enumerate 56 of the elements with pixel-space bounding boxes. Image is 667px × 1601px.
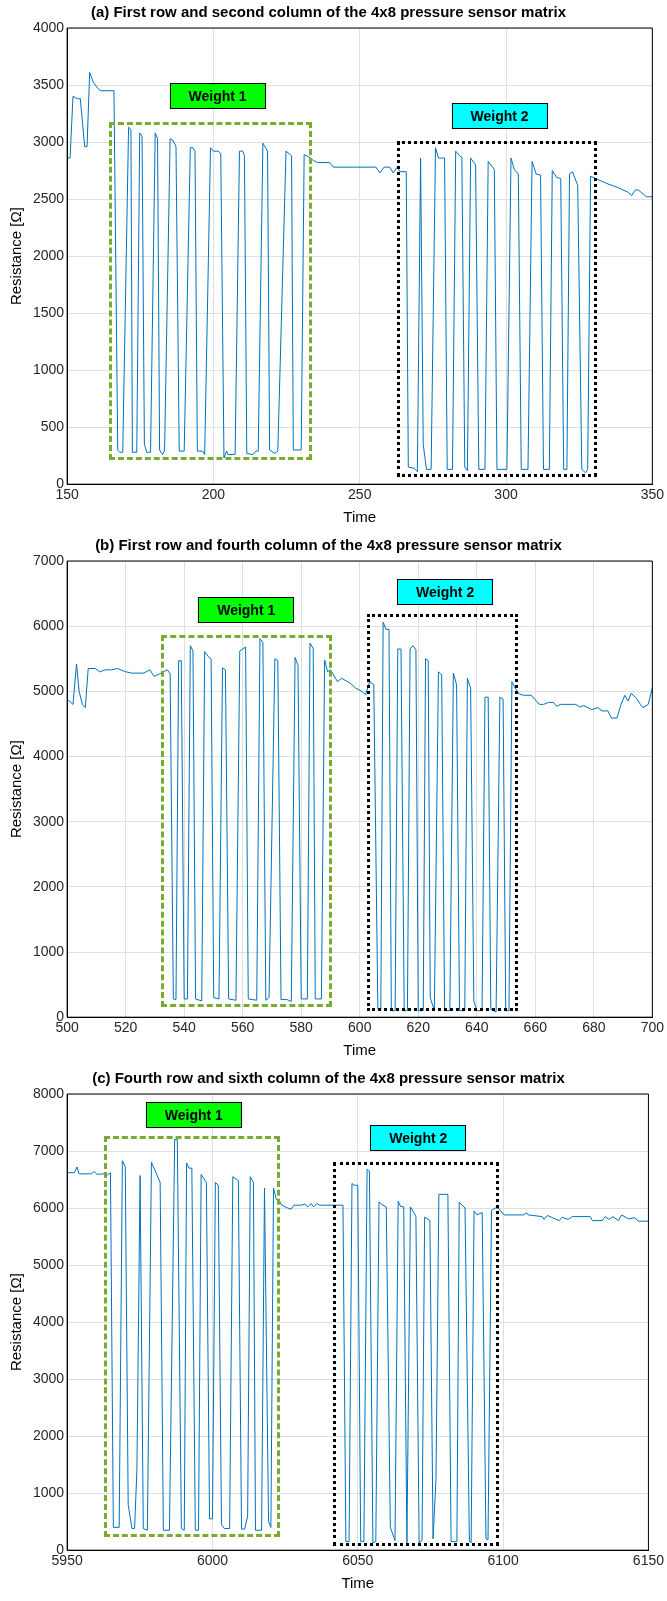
x-tick-label: 540 bbox=[172, 1019, 197, 1036]
y-tick-label: 8000 bbox=[32, 1084, 65, 1101]
x-tick-label: 620 bbox=[406, 1019, 431, 1036]
y-axis-title: Resistance [Ω] bbox=[7, 740, 25, 839]
x-tick-label: 700 bbox=[640, 1019, 665, 1036]
y-tick-label: 500 bbox=[40, 418, 65, 435]
y-tick-label: 6000 bbox=[32, 1198, 65, 1215]
y-tick-label: 1500 bbox=[32, 303, 65, 320]
y-tick-label: 4000 bbox=[32, 18, 65, 35]
annotation: Weight 1 bbox=[145, 1101, 242, 1128]
x-tick-label: 6050 bbox=[342, 1552, 374, 1569]
y-tick-label: 4000 bbox=[32, 1312, 65, 1329]
x-axis-title: Time bbox=[341, 1574, 375, 1592]
x-tick-label: 300 bbox=[494, 486, 518, 503]
y-tick-label: 1000 bbox=[32, 361, 65, 378]
y-tick-label: 3000 bbox=[32, 132, 65, 149]
x-tick-label: 640 bbox=[465, 1019, 489, 1036]
x-tick-label: 600 bbox=[348, 1019, 372, 1036]
y-tick-label: 1000 bbox=[32, 942, 65, 959]
chart-title: (b) First row and fourth column of the 4x8 pressure sensor matrix bbox=[95, 536, 563, 554]
x-tick-label: 6150 bbox=[632, 1552, 665, 1569]
chart-title: (a) First row and second column of the 4x8 pressure sensor matrix bbox=[90, 3, 567, 21]
x-tick-label: 520 bbox=[113, 1019, 138, 1036]
y-tick-label: 2000 bbox=[32, 1427, 65, 1444]
y-tick-label: 2000 bbox=[32, 877, 65, 894]
y-tick-label: 7000 bbox=[32, 551, 65, 568]
x-tick-label: 680 bbox=[582, 1019, 606, 1036]
chart-title: (c) Fourth row and sixth column of the 4x8 pressure sensor matrix bbox=[92, 1069, 566, 1087]
y-tick-label: 3000 bbox=[32, 1369, 65, 1386]
y-tick-label: 4000 bbox=[32, 747, 65, 764]
x-tick-label: 250 bbox=[348, 486, 372, 503]
annotation: Weight 1 bbox=[198, 596, 295, 623]
y-tick-label: 3000 bbox=[32, 812, 65, 829]
y-tick-label: 2500 bbox=[32, 189, 65, 206]
x-tick-label: 6000 bbox=[196, 1552, 229, 1569]
x-tick-label: 560 bbox=[231, 1019, 255, 1036]
y-tick-label: 2000 bbox=[32, 246, 65, 263]
x-tick-label: 6100 bbox=[487, 1552, 519, 1569]
x-tick-label: 660 bbox=[523, 1019, 548, 1036]
annotation: Weight 2 bbox=[451, 102, 548, 129]
annotation: Weight 1 bbox=[169, 82, 266, 109]
y-tick-label: 5000 bbox=[32, 1255, 65, 1272]
x-tick-label: 580 bbox=[289, 1019, 314, 1036]
y-tick-label: 3500 bbox=[32, 75, 65, 92]
y-tick-label: 6000 bbox=[32, 617, 65, 634]
y-axis-title: Resistance [Ω] bbox=[7, 207, 25, 306]
annotation: Weight 2 bbox=[370, 1125, 467, 1152]
x-tick-label: 200 bbox=[201, 486, 226, 503]
y-tick-label: 7000 bbox=[32, 1141, 65, 1158]
annotation: Weight 2 bbox=[397, 579, 494, 606]
x-axis-title: Time bbox=[343, 508, 377, 526]
x-axis-title: Time bbox=[343, 1041, 377, 1059]
y-axis-title: Resistance [Ω] bbox=[7, 1273, 25, 1372]
y-tick-label: 1000 bbox=[32, 1484, 65, 1501]
x-tick-label: 350 bbox=[640, 486, 665, 503]
y-tick-label: 5000 bbox=[32, 682, 65, 699]
